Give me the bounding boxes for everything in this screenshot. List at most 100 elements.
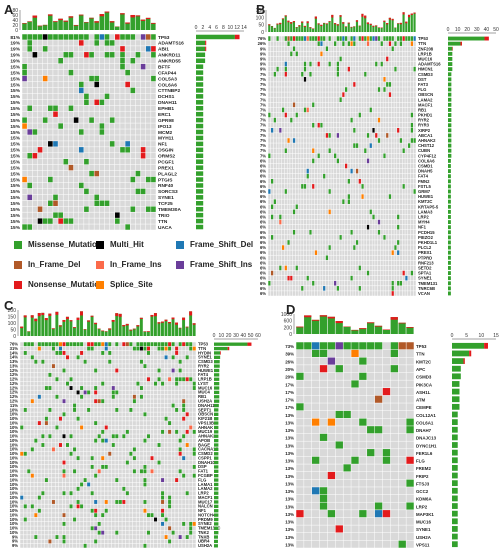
oncoplot-cell bbox=[350, 133, 353, 138]
oncoplot-cell bbox=[314, 97, 318, 103]
oncoplot-cell bbox=[320, 224, 323, 230]
oncoplot-cell bbox=[306, 286, 309, 291]
oncoplot-cell bbox=[334, 275, 337, 281]
oncoplot-cell bbox=[377, 46, 381, 52]
oncoplot-cell bbox=[353, 71, 356, 77]
oncoplot-cell bbox=[30, 346, 34, 351]
oncoplot-cell bbox=[273, 168, 276, 174]
oncoplot-cell bbox=[317, 128, 320, 133]
oncoplot-cell bbox=[164, 403, 168, 408]
oncoplot-cell bbox=[279, 163, 282, 169]
oncoplot-cell bbox=[405, 158, 408, 164]
gene-frequency-bar bbox=[448, 179, 451, 184]
oncoplot-cell bbox=[22, 99, 27, 106]
oncoplot-cell bbox=[388, 229, 392, 235]
tmb-bar-segment bbox=[178, 327, 182, 329]
oncoplot-cell bbox=[279, 36, 282, 41]
oncoplot-cell bbox=[405, 153, 408, 159]
mutation-legend: Missense_Mutation Multi_Hit Frame_Shift_… bbox=[14, 236, 494, 296]
oncoplot-cell bbox=[355, 255, 359, 261]
oncoplot-cell bbox=[336, 250, 340, 255]
oncoplot-cell bbox=[386, 77, 389, 82]
oncoplot-cell bbox=[388, 92, 392, 97]
oncoplot-cell bbox=[87, 364, 91, 369]
tmb-bar bbox=[34, 318, 38, 336]
oncoplot-cell bbox=[301, 250, 304, 255]
oncoplot-cell bbox=[136, 359, 140, 364]
oncoplot-cell bbox=[306, 214, 309, 220]
oncoplot-cell bbox=[366, 128, 370, 133]
oncoplot-cell bbox=[20, 346, 24, 351]
gene-percent-label: 6% bbox=[260, 276, 266, 281]
oncoplot-cell bbox=[334, 56, 337, 62]
oncoplot-cell bbox=[273, 102, 276, 108]
oncoplot-cell bbox=[320, 102, 323, 108]
oncoplot-cell bbox=[273, 194, 276, 199]
gene-frequency-bar bbox=[448, 204, 451, 209]
oncoplot-cell bbox=[145, 153, 151, 159]
oncoplot-cell bbox=[164, 346, 168, 351]
oncoplot-cell bbox=[413, 133, 416, 138]
oncoplot-cell bbox=[68, 182, 74, 189]
gene-name-label: COL6A6 bbox=[158, 82, 177, 88]
oncoplot-cell bbox=[408, 92, 411, 97]
gene-name-label: USH2A bbox=[198, 398, 212, 403]
oncoplot-cell bbox=[27, 58, 33, 64]
oncoplot-cell bbox=[377, 122, 381, 128]
oncoplot-cell bbox=[66, 394, 70, 399]
top-axis-tick-label: 50 bbox=[258, 23, 264, 29]
oncoplot-cell bbox=[146, 359, 150, 364]
oncoplot-cell bbox=[281, 138, 285, 143]
oncoplot-cell bbox=[355, 133, 359, 138]
oncoplot-cell bbox=[132, 368, 136, 373]
oncoplot-cell bbox=[22, 135, 27, 141]
gene-percent-label: 15% bbox=[10, 165, 20, 171]
oncoplot-cell bbox=[118, 346, 122, 351]
oncoplot-cell bbox=[405, 46, 408, 52]
oncoplot-cell bbox=[328, 214, 331, 220]
tmb-bar-segment bbox=[69, 320, 73, 322]
oncoplot-cell bbox=[334, 178, 337, 184]
oncoplot-cell bbox=[405, 163, 408, 169]
oncoplot-cell bbox=[309, 133, 312, 138]
gene-frequency-bar-segment bbox=[227, 346, 230, 351]
oncoplot-cell bbox=[339, 77, 342, 82]
gene-name-label: ADAMTS16 bbox=[418, 62, 441, 67]
tmb-bar-segment bbox=[73, 24, 79, 26]
oncoplot-cell bbox=[298, 163, 301, 169]
oncoplot-cell bbox=[328, 112, 331, 118]
oncoplot-cell bbox=[157, 342, 161, 347]
tmb-bar bbox=[336, 24, 339, 32]
oncoplot-cell bbox=[42, 58, 48, 64]
oncoplot-cell bbox=[366, 209, 370, 215]
oncoplot-cell bbox=[284, 158, 287, 164]
oncoplot-cell bbox=[339, 235, 342, 240]
oncoplot-cell bbox=[380, 77, 383, 82]
oncoplot-cell bbox=[111, 377, 115, 382]
tmb-bar-segment bbox=[192, 323, 196, 325]
oncoplot-cell bbox=[97, 355, 101, 360]
oncoplot-cell bbox=[295, 189, 298, 194]
oncoplot-cell bbox=[42, 194, 48, 201]
oncoplot-cell bbox=[303, 56, 307, 62]
oncoplot-cell bbox=[336, 270, 340, 276]
oncoplot-cell bbox=[178, 368, 182, 373]
oncoplot-cell bbox=[361, 280, 364, 286]
oncoplot-cell bbox=[139, 364, 143, 369]
oncoplot-cell bbox=[339, 36, 342, 41]
oncoplot-cell bbox=[69, 381, 73, 386]
oncoplot-cell bbox=[290, 128, 293, 133]
oncoplot-cell bbox=[125, 359, 129, 364]
oncoplot-cell bbox=[290, 275, 293, 281]
oncoplot-cell bbox=[192, 386, 196, 390]
oncoplot-cell bbox=[386, 260, 389, 266]
oncoplot-cell bbox=[32, 135, 38, 141]
oncoplot-cell bbox=[295, 92, 298, 97]
oncoplot-cell bbox=[339, 87, 342, 92]
oncoplot-cell bbox=[353, 235, 356, 240]
oncoplot-cell bbox=[80, 399, 84, 404]
oncoplot-cell bbox=[185, 381, 189, 386]
oncoplot-cell bbox=[306, 189, 309, 194]
oncoplot-cell bbox=[309, 92, 312, 97]
oncoplot-cell bbox=[78, 153, 84, 159]
